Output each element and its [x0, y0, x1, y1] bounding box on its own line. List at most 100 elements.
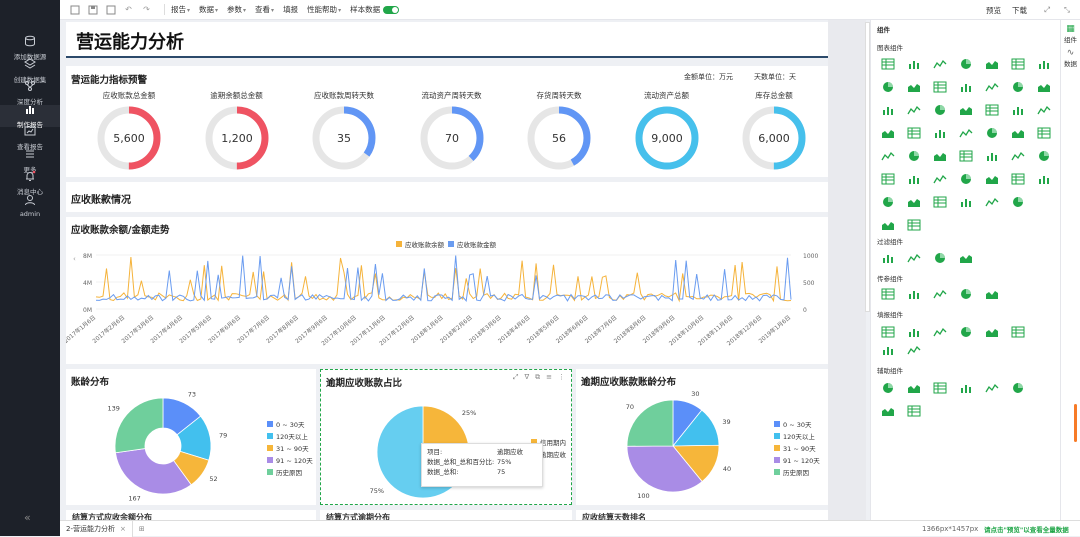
- trend-legend-amount[interactable]: 应收账款金额: [448, 239, 496, 249]
- side-tab-components[interactable]: ▦ 组件: [1061, 24, 1080, 44]
- component-icon[interactable]: [985, 58, 999, 70]
- component-icon[interactable]: [933, 127, 947, 139]
- component-icon[interactable]: [985, 104, 999, 116]
- component-icon[interactable]: [933, 58, 947, 70]
- component-icon[interactable]: [985, 173, 999, 185]
- menu-sample-data[interactable]: 样本数据: [350, 4, 380, 15]
- nav-item-database[interactable]: 添加数据源: [0, 35, 60, 61]
- component-icon[interactable]: [1011, 58, 1025, 70]
- component-icon[interactable]: [1037, 104, 1051, 116]
- component-icon[interactable]: [907, 405, 921, 417]
- component-icon[interactable]: [959, 288, 973, 300]
- pie-legend-item[interactable]: 0 ~ 30天: [267, 419, 305, 429]
- collapse-icon[interactable]: ⤡: [1064, 5, 1070, 14]
- component-icon[interactable]: [1011, 81, 1025, 93]
- component-icon[interactable]: [907, 219, 921, 231]
- component-icon[interactable]: [907, 252, 921, 264]
- component-icon[interactable]: [907, 81, 921, 93]
- component-icon[interactable]: [1037, 150, 1051, 162]
- report-tab[interactable]: 2-营运能力分析 ×: [60, 520, 133, 537]
- kpi-gauge[interactable]: 应收账款周转天数 35: [294, 90, 394, 174]
- component-icon[interactable]: [959, 58, 973, 70]
- trend-legend-balance[interactable]: 应收账款余额: [396, 239, 444, 249]
- component-icon[interactable]: [881, 326, 895, 338]
- component-icon[interactable]: [985, 81, 999, 93]
- settlement-days-panel[interactable]: 应收结算天数排名: [576, 510, 828, 520]
- component-icon[interactable]: [907, 104, 921, 116]
- component-icon[interactable]: [881, 81, 895, 93]
- settlement-overdue-panel[interactable]: 结算方式逾期分布: [320, 510, 572, 520]
- menu-report[interactable]: 报告▾: [171, 5, 191, 14]
- component-icon[interactable]: [907, 382, 921, 394]
- component-icon[interactable]: [1011, 382, 1025, 394]
- save-icon[interactable]: [86, 3, 99, 16]
- component-icon[interactable]: [881, 382, 895, 394]
- expand-icon[interactable]: ⤢: [512, 373, 519, 381]
- component-icon[interactable]: [959, 150, 973, 162]
- component-icon[interactable]: [959, 326, 973, 338]
- pie-slice[interactable]: [115, 448, 192, 495]
- copy-icon[interactable]: ⧉: [535, 373, 541, 381]
- component-icon[interactable]: [933, 326, 947, 338]
- menu-performance-help[interactable]: 性能帮助▾: [307, 5, 342, 14]
- more-icon[interactable]: ⋮: [558, 373, 565, 381]
- menu-view[interactable]: 查看▾: [255, 5, 275, 14]
- component-icon[interactable]: [881, 150, 895, 162]
- component-icon[interactable]: [1037, 127, 1051, 139]
- aging-pie-panel[interactable]: 账龄分布 73 79 52 167 139 0 ~ 30天 120天以上 31 ~ 90天 9…: [66, 369, 316, 505]
- component-icon[interactable]: [907, 173, 921, 185]
- component-icon[interactable]: [959, 127, 973, 139]
- pie-legend-item[interactable]: 120天以上: [774, 431, 815, 441]
- pie-slice[interactable]: [626, 445, 703, 493]
- component-icon[interactable]: [881, 173, 895, 185]
- component-icon[interactable]: [907, 288, 921, 300]
- filter-icon[interactable]: ∇: [524, 373, 530, 381]
- share-legend-credit[interactable]: 信用期内: [531, 437, 566, 447]
- component-icon[interactable]: [959, 382, 973, 394]
- overdue-share-panel[interactable]: 逾期应收账款占比 ⤢ ∇ ⧉ ≡ ⋮ 25% 75% 信用期内 逾期应收 项目: 逾…: [320, 369, 572, 505]
- preview-button[interactable]: 预览: [986, 0, 1001, 20]
- component-icon[interactable]: [1037, 81, 1051, 93]
- pie-legend-item[interactable]: 91 ~ 120天: [267, 455, 313, 465]
- component-icon[interactable]: [985, 326, 999, 338]
- vertical-scrollbar[interactable]: [865, 22, 870, 312]
- component-icon[interactable]: [881, 104, 895, 116]
- nav-item-menu[interactable]: 更多: [0, 150, 60, 174]
- save-as-icon[interactable]: [104, 3, 117, 16]
- menu-params[interactable]: 参数▾: [227, 5, 247, 14]
- component-icon[interactable]: [959, 81, 973, 93]
- kpi-gauge[interactable]: 应收账款总金额 5,600: [79, 90, 179, 174]
- pie-legend-item[interactable]: 120天以上: [267, 431, 308, 441]
- component-icon[interactable]: [907, 150, 921, 162]
- scroll-left-icon[interactable]: ‹: [73, 255, 76, 263]
- component-icon[interactable]: [881, 288, 895, 300]
- trend-chart-panel[interactable]: 应收账款余额/金额走势 应收账款余额 应收账款金额 8M 4M 0M 1000 500 0…: [66, 217, 828, 364]
- component-icon[interactable]: [1037, 58, 1051, 70]
- component-icon[interactable]: [959, 196, 973, 208]
- kpi-gauge[interactable]: 库存总金额 6,000: [724, 90, 824, 174]
- nav-item-bell[interactable]: 消息中心: [0, 170, 60, 196]
- component-icon[interactable]: [933, 252, 947, 264]
- pie-slice[interactable]: [626, 399, 674, 447]
- component-icon[interactable]: [985, 127, 999, 139]
- overdue-aging-pie-chart[interactable]: 30 39 40 100 70: [576, 369, 828, 505]
- component-icon[interactable]: [933, 104, 947, 116]
- add-tab-icon[interactable]: ⊞: [138, 524, 145, 533]
- component-icon[interactable]: [985, 150, 999, 162]
- nav-item-layers[interactable]: 创建数据集: [0, 57, 60, 84]
- component-icon[interactable]: [907, 344, 921, 356]
- pie-slice[interactable]: [114, 397, 164, 454]
- fullscreen-icon[interactable]: ⤢: [1044, 5, 1050, 14]
- component-icon[interactable]: [881, 196, 895, 208]
- menu-data[interactable]: 数据▾: [199, 5, 219, 14]
- pie-legend-item[interactable]: 历史原因: [774, 467, 809, 477]
- component-icon[interactable]: [1011, 150, 1025, 162]
- kpi-gauge[interactable]: 逾期余额总金额 1,200: [187, 90, 287, 174]
- component-icon[interactable]: [1011, 104, 1025, 116]
- component-icon[interactable]: [1011, 127, 1025, 139]
- menu-fill[interactable]: 填报: [283, 4, 298, 15]
- kpi-gauge[interactable]: 流动资产周转天数 70: [402, 90, 502, 174]
- component-icon[interactable]: [959, 173, 973, 185]
- component-icon[interactable]: [907, 58, 921, 70]
- component-icon[interactable]: [907, 326, 921, 338]
